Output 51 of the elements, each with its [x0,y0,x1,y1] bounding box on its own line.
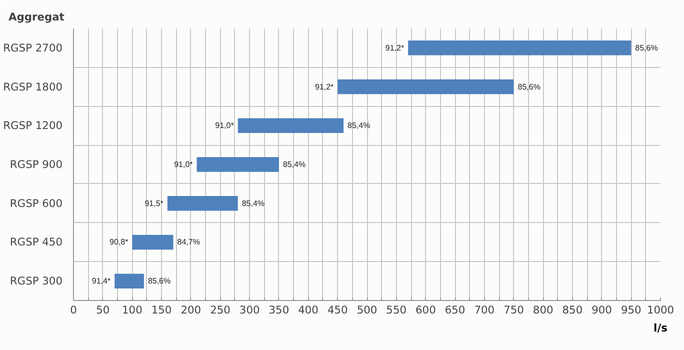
bar [238,118,344,134]
y-tick-label: RGSP 900 [10,158,63,171]
bar [338,79,514,94]
y-tick-label: RGSP 2700 [3,41,63,54]
x-tick-label: 600 [416,304,436,316]
x-tick-label: 200 [180,304,202,316]
x-tick-label: 800 [532,304,554,316]
bar [132,234,174,250]
annotation: 91,2* [385,43,404,52]
bar [196,157,279,172]
annotation: 85,6% [635,43,658,52]
y-tick-label: RGSP 600 [10,196,63,210]
y-tick-label: RGSP 450 [10,236,63,249]
y-tick-label: RGSP 1800 [3,80,63,94]
annotation: 91,0* [215,121,234,130]
x-tick-label: 1000 [646,304,674,316]
y-tick-label: RGSP 1200 [3,119,63,132]
annotation: 85,6% [148,276,171,286]
annotation: 91,2* [314,82,334,92]
x-tick-label: 950 [620,304,642,316]
y-tick-label: RGSP 300 [10,274,63,288]
x-tick-label: 750 [504,304,524,316]
x-tick-label: 400 [298,304,319,316]
x-tick-label: 300 [239,304,260,316]
x-tick-label: 850 [562,304,583,316]
bar [114,274,144,288]
annotation: 90,8* [110,238,128,247]
x-tick-label: 350 [268,304,290,316]
x-axis-title: l/s [654,322,668,334]
annotation: 85,4% [242,198,265,208]
x-tick-label: 0 [70,304,78,316]
x-tick-label: 250 [210,304,231,316]
bar [167,196,238,211]
x-tick-label: 50 [96,304,110,316]
annotation: 91,4* [92,276,111,286]
x-tick-label: 450 [327,304,348,316]
x-tick-label: 100 [122,304,143,316]
x-tick-label: 700 [474,304,495,316]
x-tick-label: 150 [151,304,172,316]
annotation: 85,6% [518,82,540,92]
x-tick-label: 650 [444,304,466,316]
annotation: 84,7% [177,238,200,247]
annotation: 91,0* [174,160,193,169]
annotation: 91,5* [144,198,164,208]
x-tick-label: 900 [592,304,612,316]
annotation: 85,4% [282,160,306,169]
x-tick-label: 550 [386,304,407,316]
x-tick-label: 500 [356,304,378,316]
annotation: 85,4% [348,121,370,130]
y-axis-title: Aggregat [8,10,64,24]
bar [408,40,632,56]
